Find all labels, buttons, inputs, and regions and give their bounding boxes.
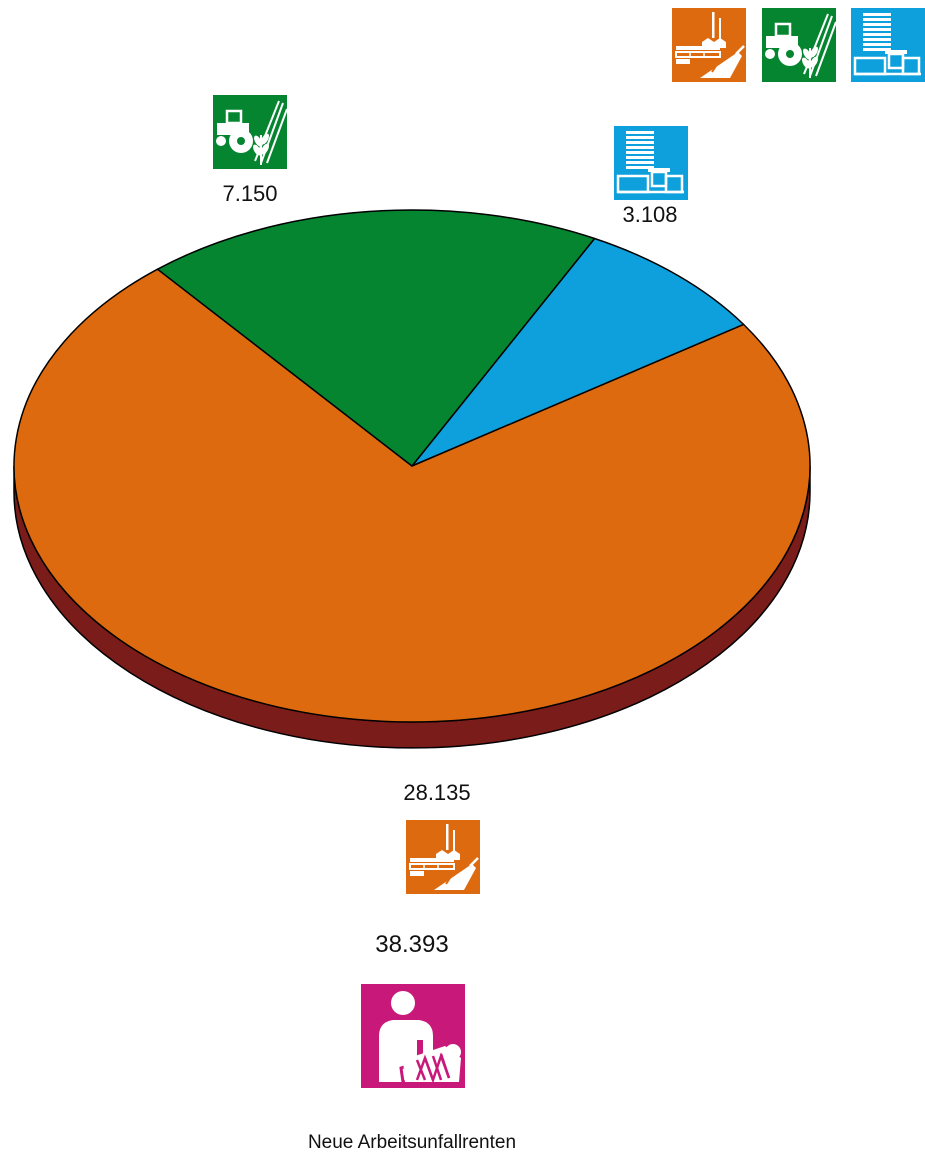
- slice-value-industry: 28.135: [403, 780, 470, 805]
- tractor-wheat-icon: [211, 93, 289, 171]
- slice-value-agriculture: 7.150: [222, 181, 277, 206]
- total-value: 38.393: [375, 931, 448, 958]
- legend-factory-construction-icon: [670, 6, 748, 84]
- injured-person-icon: [359, 982, 467, 1090]
- pie-slice-public-sector: [411, 237, 745, 467]
- factory-construction-icon: [404, 818, 482, 896]
- legend: [670, 6, 925, 84]
- slice-labels: 3.108 28.135 7.150: [211, 93, 690, 896]
- slice-value-public-sector: 3.108: [622, 202, 677, 227]
- office-building-icon: [612, 124, 690, 202]
- legend-office-building-icon: [849, 6, 925, 84]
- legend-tractor-wheat-icon: [760, 6, 838, 84]
- total-block: 38.393 Neue Arbeitsunfallrenten: [308, 931, 516, 1153]
- total-caption: Neue Arbeitsunfallrenten: [308, 1132, 516, 1153]
- pie-slice-agriculture: [156, 209, 596, 467]
- pie-slices: [13, 209, 811, 749]
- pie-slice-industry: [13, 268, 811, 723]
